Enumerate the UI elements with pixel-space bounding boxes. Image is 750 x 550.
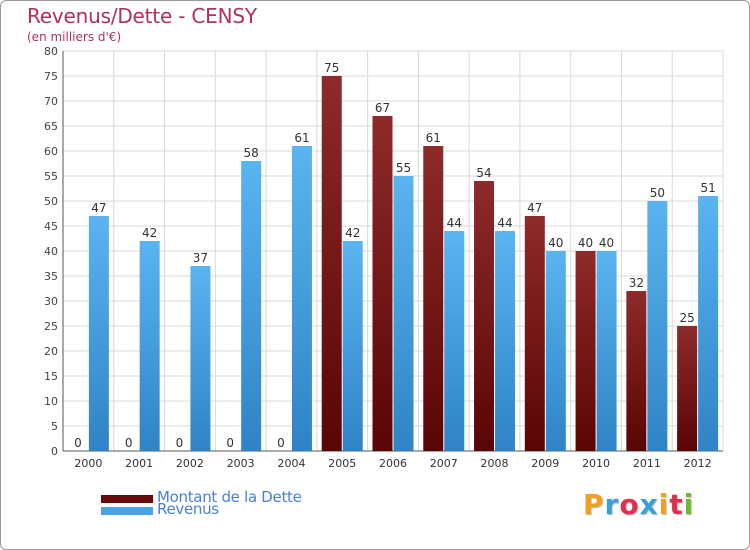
x-tick-label: 2001 [125,457,153,470]
y-tick-label: 45 [44,220,58,233]
bar-debt [372,116,393,451]
data-label-revenus: 55 [396,161,411,175]
bar-revenus [241,161,262,451]
bar-debt [423,146,444,451]
x-tick-label: 2011 [633,457,661,470]
y-tick-label: 60 [44,145,58,158]
logo-letter: x [639,488,659,521]
bar-revenus [647,201,668,451]
data-label-revenus: 42 [345,226,360,240]
bar-revenus [545,251,566,451]
y-tick-label: 0 [51,445,58,458]
data-label-revenus: 40 [599,236,614,250]
bar-revenus [88,216,109,451]
bar-revenus [495,231,516,451]
data-label-revenus: 47 [91,201,106,215]
y-tick-label: 40 [44,245,58,258]
bar-debt [626,291,647,451]
x-tick-label: 2005 [328,457,356,470]
x-tick-label: 2010 [582,457,610,470]
y-tick-label: 30 [44,295,58,308]
bar-debt [474,181,495,451]
data-label-debt: 47 [527,201,542,215]
x-tick-label: 2003 [227,457,255,470]
y-tick-label: 20 [44,345,58,358]
logo-letter: P [583,488,605,521]
logo-letter: r [604,488,620,521]
data-label-revenus: 51 [700,181,715,195]
data-label-revenus: 61 [294,131,309,145]
logo-letter: i [683,488,695,521]
y-tick-label: 55 [44,170,58,183]
x-tick-label: 2007 [430,457,458,470]
x-tick-label: 2002 [176,457,204,470]
y-tick-label: 35 [44,270,58,283]
y-tick-label: 5 [51,420,58,433]
legend-label-revenus: Revenus [157,500,219,518]
logo-letter: o [619,488,640,521]
data-label-revenus: 40 [548,236,563,250]
bar-revenus [698,196,719,451]
y-tick-label: 25 [44,320,58,333]
bar-revenus [596,251,617,451]
data-label-revenus: 44 [447,216,462,230]
data-label-revenus: 42 [142,226,157,240]
y-tick-label: 15 [44,370,58,383]
bar-debt [524,216,545,451]
data-label-revenus: 44 [497,216,512,230]
data-label-debt: 54 [476,166,491,180]
logo-letter: t [669,488,684,521]
legend-label-debt: Montant de la Dette [157,488,302,506]
x-tick-label: 2009 [531,457,559,470]
x-tick-label: 2004 [277,457,305,470]
x-tick-label: 2006 [379,457,407,470]
data-label-debt: 75 [324,61,339,75]
chart-subtitle: (en milliers d'€) [27,30,122,44]
bar-debt [677,326,698,451]
bar-debt [321,76,342,451]
bar-revenus [342,241,363,451]
bar-revenus [139,241,160,451]
bar-debt [575,251,596,451]
proxiti-logo: Proxiti [583,488,694,521]
bar-revenus [393,176,414,451]
logo-letter: i [658,488,670,521]
y-tick-label: 10 [44,395,58,408]
y-tick-label: 80 [44,45,58,58]
legend-swatch-debt [101,495,153,503]
y-tick-label: 70 [44,95,58,108]
data-label-debt: 0 [226,436,234,450]
y-tick-label: 65 [44,120,58,133]
y-tick-label: 50 [44,195,58,208]
chart-title: Revenus/Dette - CENSY [27,4,257,28]
data-label-revenus: 37 [193,251,208,265]
data-label-debt: 25 [679,311,694,325]
y-tick-label: 75 [44,70,58,83]
bar-revenus [190,266,211,451]
legend-swatch-revenus [101,507,153,515]
data-label-revenus: 58 [244,146,259,160]
data-label-debt: 40 [578,236,593,250]
data-label-debt: 67 [375,101,390,115]
data-label-revenus: 50 [650,186,665,200]
x-tick-label: 2000 [74,457,102,470]
x-tick-label: 2012 [684,457,712,470]
data-label-debt: 32 [629,276,644,290]
bar-revenus [444,231,465,451]
bar-revenus [291,146,312,451]
data-label-debt: 0 [176,436,184,450]
data-label-debt: 0 [125,436,133,450]
data-label-debt: 61 [426,131,441,145]
data-label-debt: 0 [74,436,82,450]
x-tick-label: 2008 [481,457,509,470]
data-label-debt: 0 [277,436,285,450]
